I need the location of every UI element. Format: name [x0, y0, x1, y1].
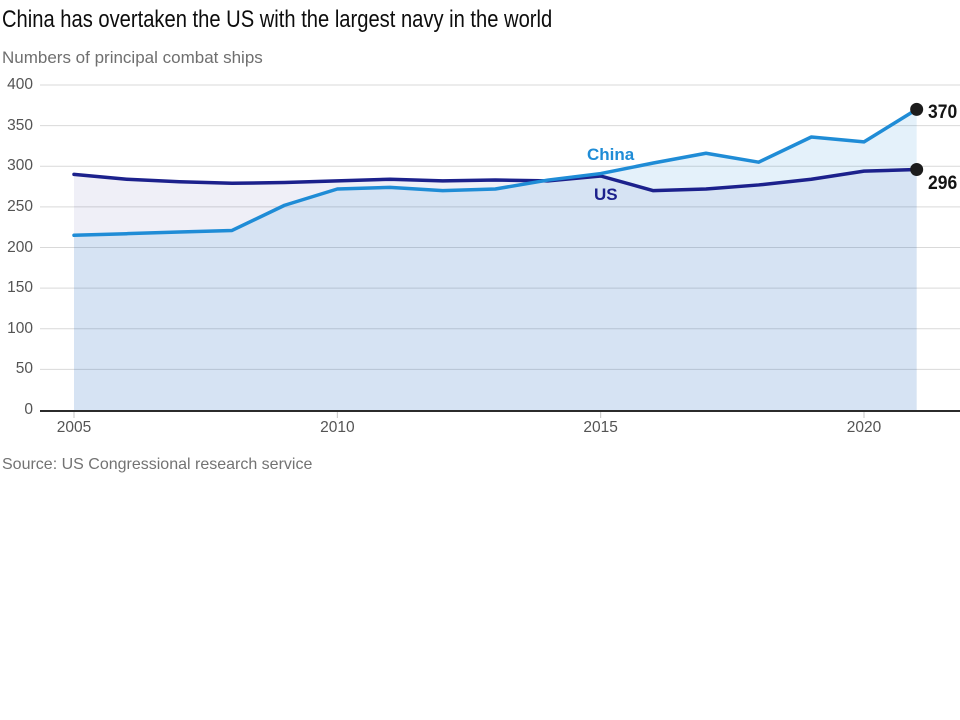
end-dot-us: [910, 163, 924, 176]
area-fill-us: [74, 169, 917, 410]
x-axis-label: 2010: [320, 419, 355, 436]
x-axis-label: 2005: [56, 419, 92, 436]
y-axis-label: 300: [7, 157, 33, 175]
y-axis-label: 400: [7, 76, 33, 93]
x-axis-label: 2020: [846, 419, 882, 436]
series-label-us: US: [594, 185, 618, 204]
y-axis-label: 200: [7, 238, 33, 256]
end-value-china: 370: [928, 102, 958, 123]
line-us: [72, 167, 919, 193]
chart-title: China has overtaken the US with the larg…: [2, 6, 553, 33]
y-axis-label: 150: [7, 279, 33, 297]
x-axis-label: 2015: [583, 419, 618, 436]
source-note: Source: US Congressional research servic…: [2, 456, 313, 473]
area-fill-china: [74, 109, 917, 410]
y-axis-label: 0: [24, 401, 33, 418]
chart-subtitle: Numbers of principal combat ships: [2, 48, 263, 67]
y-axis-label: 50: [15, 360, 33, 378]
end-dot-china: [910, 102, 924, 116]
series-label-china: China: [587, 145, 635, 164]
chart-canvas: [40, 84, 960, 418]
y-axis-label: 350: [7, 116, 33, 134]
line-china: [72, 107, 919, 238]
y-axis-label: 250: [7, 197, 33, 215]
y-axis-label: 100: [7, 319, 33, 337]
end-value-us: 296: [928, 173, 958, 194]
line-chart: China US 370 296 0 50 100 150 200 250 300 350 40…: [7, 76, 960, 436]
